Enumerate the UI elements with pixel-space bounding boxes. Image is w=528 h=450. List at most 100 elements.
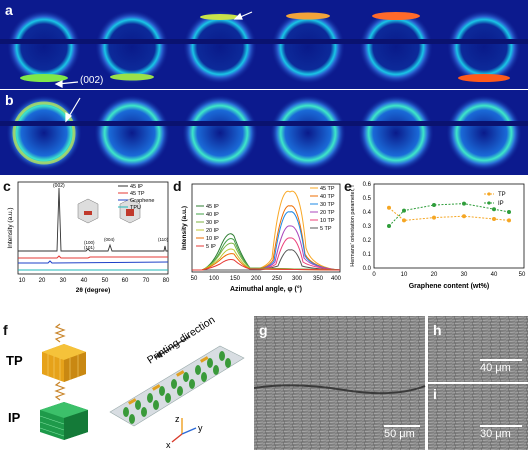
c-peak-110: (110) bbox=[158, 237, 169, 242]
e-legend-ip: IP bbox=[498, 201, 504, 207]
d-legend-5ip: 5 IP bbox=[206, 244, 216, 250]
e-ytick: 0.5 bbox=[363, 196, 372, 202]
c-legend-graphene: Graphene bbox=[130, 198, 154, 204]
d-legend-10ip: 10 IP bbox=[206, 236, 219, 242]
sem-images bbox=[254, 316, 528, 450]
c-legend-tpu: TPU bbox=[130, 205, 141, 211]
e-ylabel: Hermans' orientation parameter, f bbox=[350, 185, 356, 267]
e-yticks: 0.0 0.1 0.2 0.3 0.4 0.5 0.6 bbox=[363, 182, 372, 272]
d-legend-30tp: 30 TP bbox=[320, 202, 335, 208]
d-legend-20ip: 20 IP bbox=[206, 228, 219, 234]
d-xtick: 250 bbox=[272, 276, 283, 282]
direction-arrow-icon bbox=[157, 335, 191, 357]
saxs-a-4 bbox=[266, 10, 354, 84]
d-legend-tp: 45 TP 40 TP 30 TP 20 TP 10 TP 5 TP bbox=[310, 186, 335, 232]
d-line-5ip bbox=[192, 259, 341, 271]
saxs-b-6 bbox=[442, 95, 528, 171]
panel-label-g: g bbox=[259, 322, 268, 338]
block-ip bbox=[39, 402, 88, 440]
c-xtick: 30 bbox=[60, 278, 67, 284]
e-point-ip bbox=[507, 210, 511, 214]
c-peak-004: (004) bbox=[104, 237, 115, 242]
d-line-30tp bbox=[192, 211, 341, 271]
saxs-a-3 bbox=[178, 10, 266, 84]
saxs-a-5 bbox=[354, 10, 442, 84]
c-legend-45tp: 45 TP bbox=[130, 191, 145, 197]
c-xtick: 70 bbox=[143, 278, 150, 284]
d-legend-45ip: 45 IP bbox=[206, 204, 219, 210]
saxs-a-6 bbox=[442, 10, 528, 84]
d-line-40tp bbox=[192, 205, 341, 271]
d-line-20ip bbox=[192, 248, 341, 271]
c-legend: 45 IP 45 TP Graphene TPU bbox=[118, 184, 154, 211]
e-line-tp bbox=[388, 207, 510, 221]
saxs-a-1 bbox=[0, 10, 90, 84]
d-line-10ip bbox=[192, 253, 341, 271]
e-xtick: 40 bbox=[491, 272, 498, 278]
c-ylabel: Intensity (a.u.) bbox=[7, 207, 14, 248]
e-point-ip bbox=[432, 203, 436, 207]
e-point-tp bbox=[507, 218, 511, 223]
c-xtick: 10 bbox=[19, 278, 26, 284]
e-xlabel: Graphene content (wt%) bbox=[409, 283, 490, 290]
axes-icon bbox=[171, 418, 197, 443]
scale-label-g: 50 μm bbox=[384, 428, 415, 440]
panel-label-b: b bbox=[5, 92, 14, 108]
d-legend-45tp: 45 TP bbox=[320, 186, 335, 192]
e-point-ip bbox=[402, 208, 406, 213]
c-xlabel: 2θ (degree) bbox=[76, 287, 111, 294]
c-line-45tp bbox=[18, 255, 168, 259]
saxs-arrows bbox=[54, 11, 253, 123]
d-xtick: 300 bbox=[292, 276, 303, 282]
c-xtick: 60 bbox=[122, 278, 129, 284]
e-legend: TP IP bbox=[484, 192, 506, 207]
e-line-ip bbox=[388, 203, 510, 227]
saxs-b-1 bbox=[0, 95, 90, 171]
saxs-panel-a bbox=[0, 0, 528, 89]
e-xticks: 0 10 20 30 40 50 bbox=[372, 272, 526, 278]
schematic-f: TP IP Printing direction z y x bbox=[6, 316, 245, 450]
e-plot-area bbox=[373, 183, 525, 269]
sem-h bbox=[428, 316, 528, 382]
e-point-tp bbox=[462, 214, 466, 219]
d-xtick: 50 bbox=[191, 276, 198, 282]
c-peak-101: (101) bbox=[84, 245, 95, 250]
c-xtick: 80 bbox=[163, 278, 170, 284]
e-point-tp bbox=[387, 205, 391, 210]
label-tp: TP bbox=[6, 353, 23, 368]
c-peak-002: (002) bbox=[53, 183, 65, 189]
e-point-ip bbox=[387, 224, 391, 228]
printed-filament bbox=[109, 345, 245, 427]
e-point-tp bbox=[402, 218, 406, 223]
panel-label-e: e bbox=[344, 178, 352, 194]
d-xtick: 200 bbox=[251, 276, 262, 282]
c-inset-cubes bbox=[77, 198, 141, 224]
e-ytick: 0.2 bbox=[363, 238, 372, 244]
d-ylabel: Intensity (a.u.) bbox=[181, 206, 188, 250]
panel-label-i: i bbox=[433, 386, 437, 402]
d-line-45ip bbox=[192, 233, 341, 271]
d-legend-40ip: 40 IP bbox=[206, 212, 219, 218]
d-xticks: 50 100 150 200 250 300 350 400 bbox=[191, 276, 342, 282]
spring-icon-tp bbox=[54, 323, 66, 343]
d-xtick: 150 bbox=[230, 276, 241, 282]
c-peak-100: (100) bbox=[84, 240, 95, 245]
e-xtick: 50 bbox=[519, 272, 526, 278]
d-xlabel: Azimuthal angle, φ (°) bbox=[230, 285, 302, 293]
saxs-patterns bbox=[0, 10, 528, 171]
saxs-a-2 bbox=[90, 10, 178, 84]
chart-c: (002) (100) (101) (004) (110) 45 IP 45 T… bbox=[7, 181, 170, 294]
e-point-ip bbox=[492, 207, 496, 212]
e-xtick: 0 bbox=[372, 272, 376, 278]
sem-i bbox=[428, 384, 528, 450]
d-legend-10tp: 10 TP bbox=[320, 218, 335, 224]
saxs-b-3 bbox=[178, 95, 266, 171]
e-point-tp bbox=[492, 217, 496, 221]
e-ytick: 0.4 bbox=[363, 210, 372, 216]
panel-label-f: f bbox=[3, 322, 8, 338]
d-line-5tp bbox=[192, 249, 341, 271]
panel-label-a: a bbox=[5, 2, 13, 18]
d-xtick: 100 bbox=[209, 276, 220, 282]
saxs-b-5 bbox=[354, 95, 442, 171]
block-tp bbox=[42, 344, 86, 382]
